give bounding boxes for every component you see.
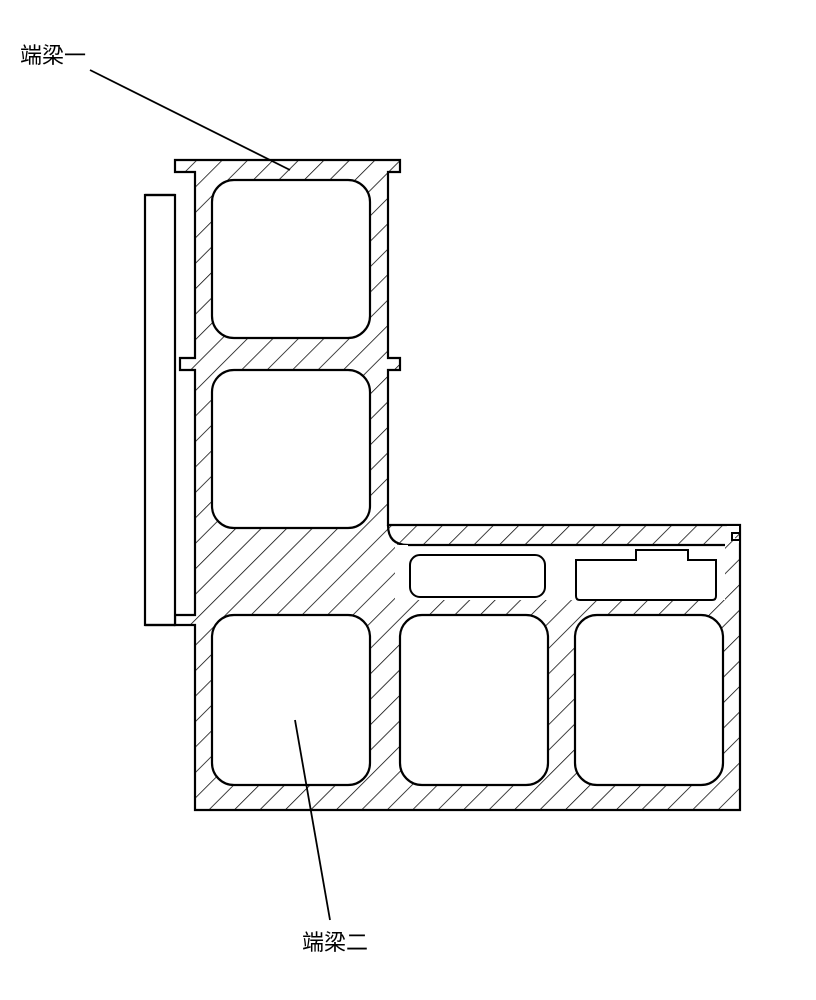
side-plate <box>145 195 175 625</box>
leader-top <box>90 70 290 170</box>
cavity-br <box>575 615 723 785</box>
section-body <box>175 160 740 810</box>
cavity-mid <box>212 370 370 528</box>
cavity-bm <box>400 615 548 785</box>
cavity-top <box>212 180 370 338</box>
cavity-bl <box>212 615 370 785</box>
diagram-canvas <box>0 0 816 1000</box>
label-top: 端梁一 <box>20 38 86 70</box>
label-bottom: 端梁二 <box>302 925 368 957</box>
insert-left <box>410 555 545 597</box>
